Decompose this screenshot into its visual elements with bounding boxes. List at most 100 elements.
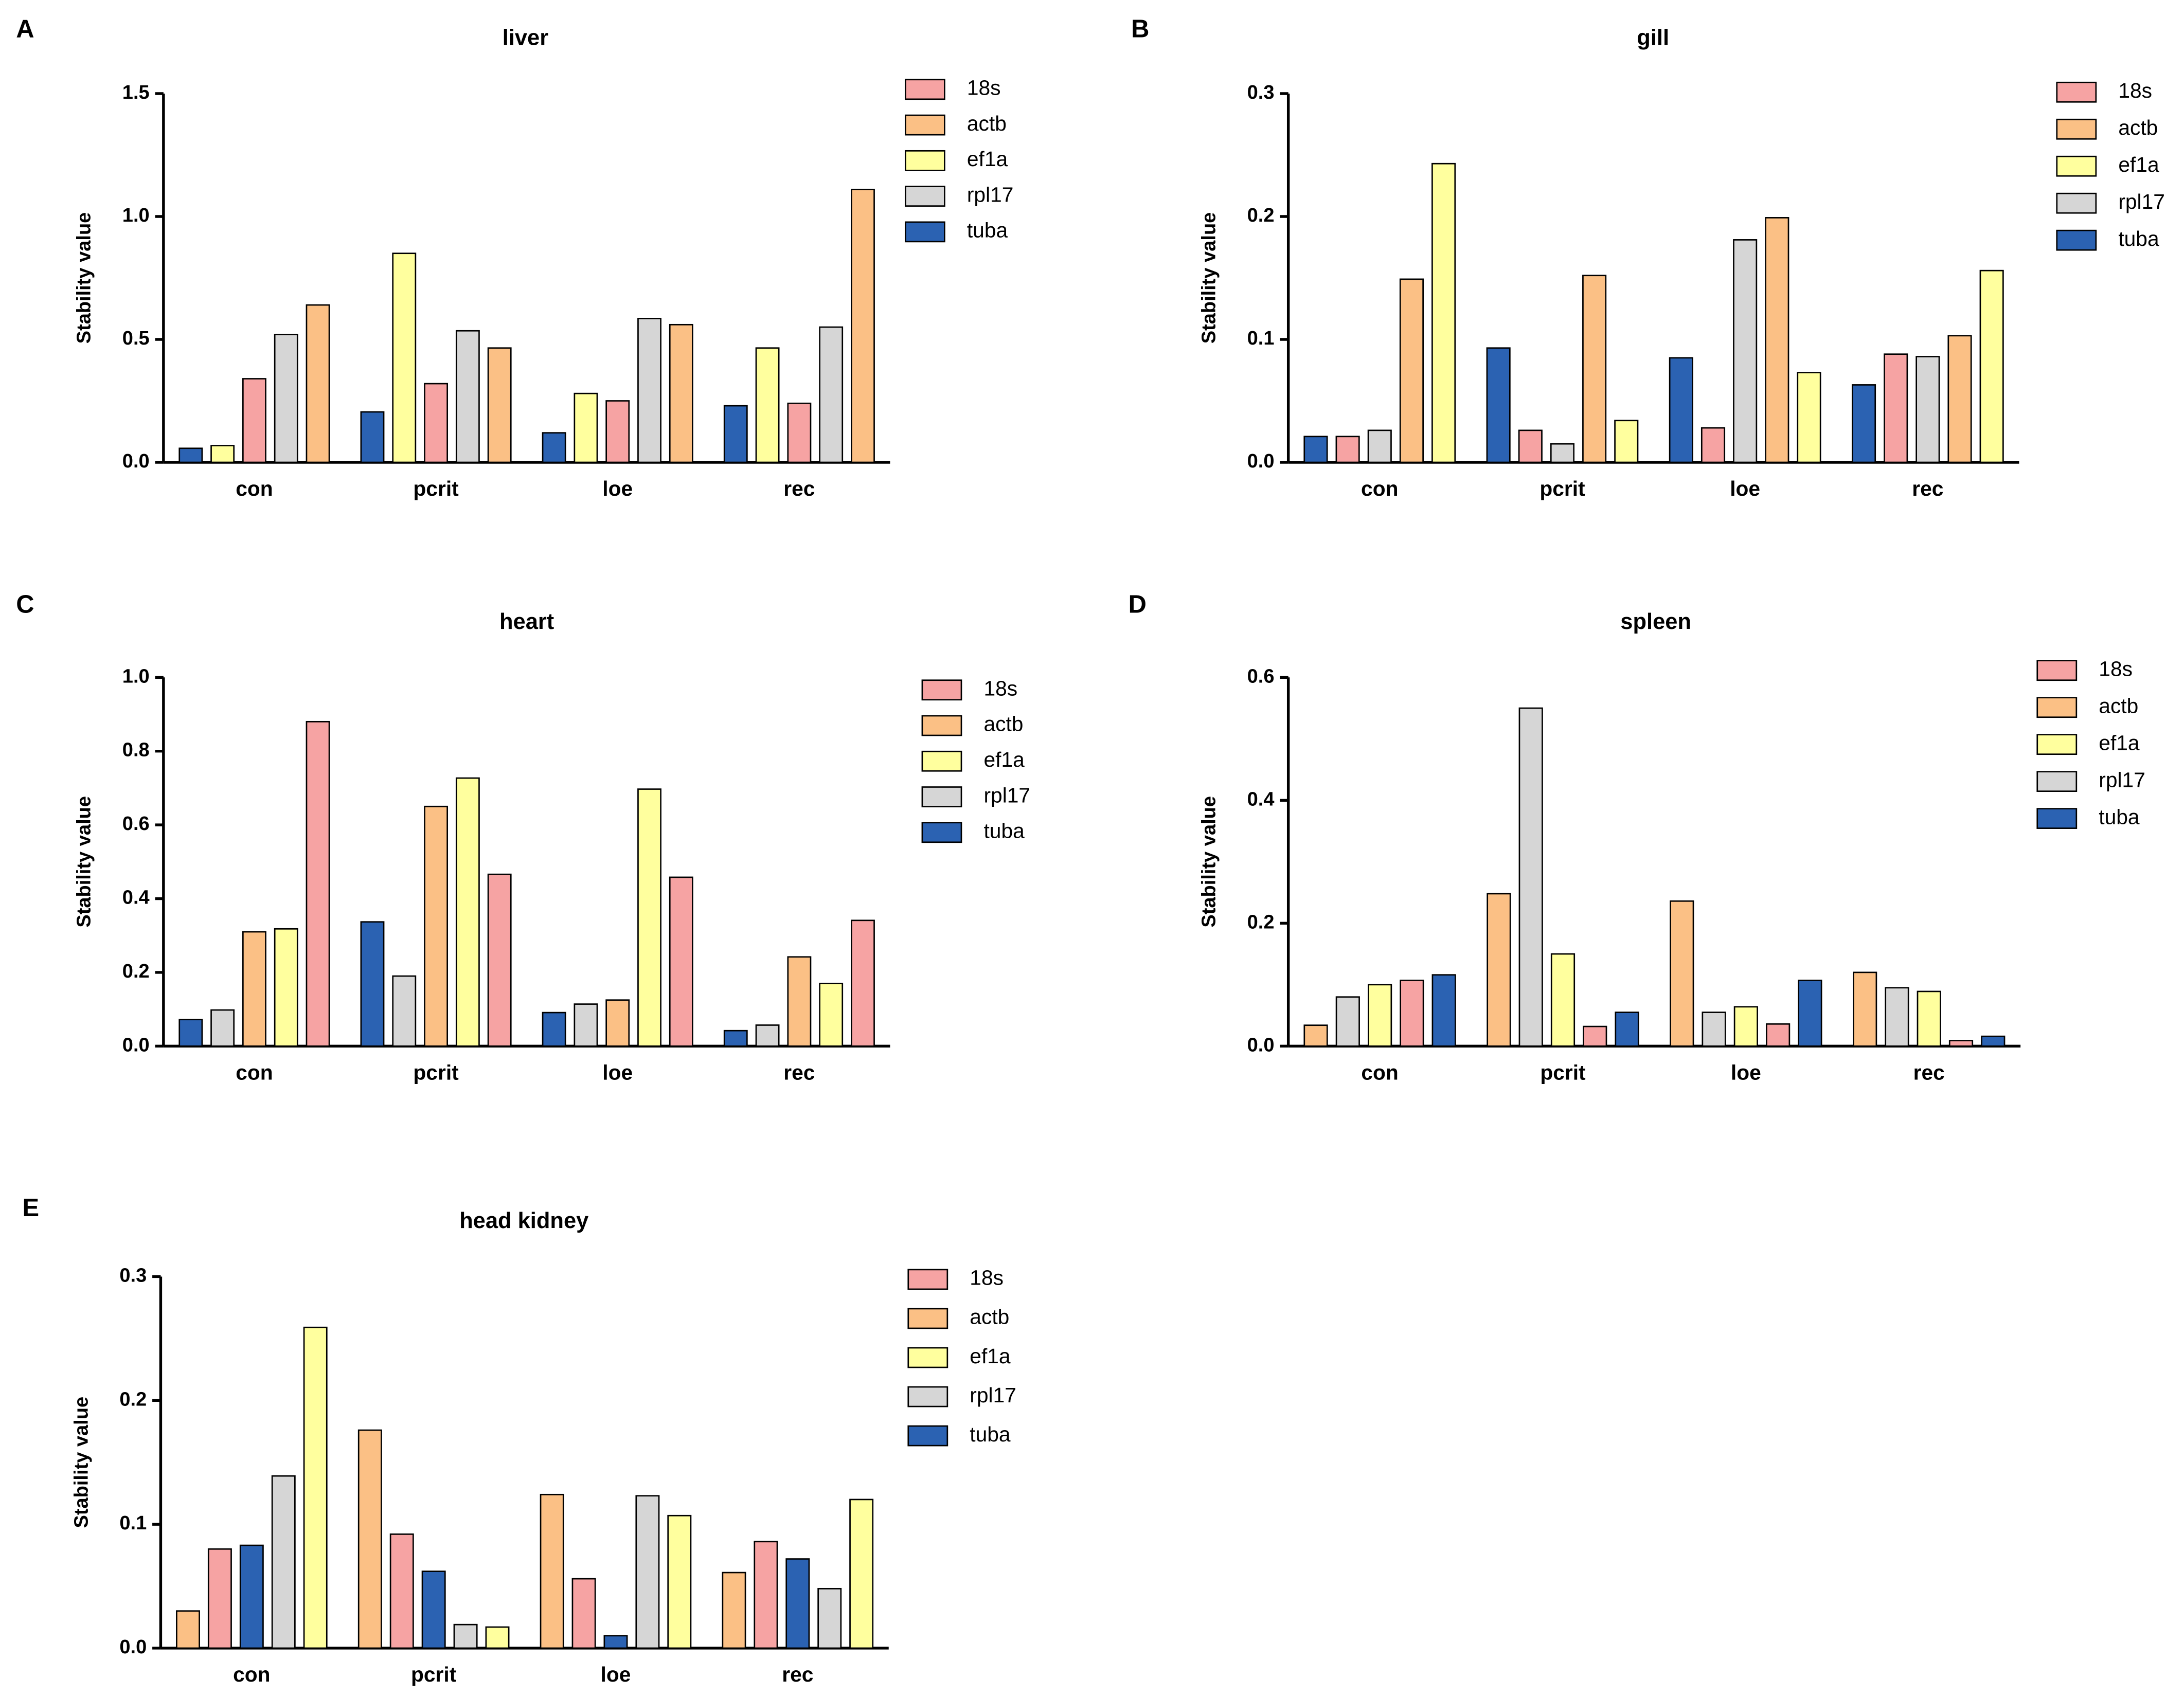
legend-swatch <box>2056 155 2097 177</box>
bar <box>392 252 417 463</box>
legend-label: rpl17 <box>983 783 1030 807</box>
chart-title: liver <box>503 26 548 50</box>
bar <box>242 931 266 1047</box>
bar <box>274 928 298 1047</box>
bar <box>574 392 598 463</box>
legend-label: ef1a <box>983 748 1025 771</box>
x-tick-label: pcrit <box>413 477 459 500</box>
x-tick-label: con <box>1361 1060 1398 1084</box>
bar <box>455 777 480 1047</box>
bar <box>1335 996 1360 1047</box>
y-tick-label: 1.5 <box>122 82 150 103</box>
bar <box>306 304 330 463</box>
panel-letter: E <box>22 1194 39 1222</box>
bar <box>851 189 875 463</box>
legend-label: tuba <box>967 219 1008 242</box>
legend-label: tuba <box>970 1422 1011 1446</box>
panel-letter: D <box>1129 591 1147 619</box>
y-tick-label: 0.5 <box>122 328 150 349</box>
bar <box>723 1030 748 1047</box>
bar <box>849 1499 874 1649</box>
bar <box>360 921 385 1047</box>
bar <box>487 873 512 1047</box>
bar <box>851 919 875 1047</box>
legend-swatch <box>907 1269 948 1290</box>
legend-swatch <box>2036 660 2078 681</box>
bar <box>210 445 235 463</box>
legend-swatch <box>904 221 945 243</box>
y-tick-label: 0.2 <box>1247 911 1275 933</box>
bar <box>1917 990 1941 1047</box>
y-axis-label: Stability value <box>74 212 95 344</box>
bar <box>178 1019 203 1047</box>
bar <box>1583 1025 1607 1047</box>
bar <box>1884 353 1908 463</box>
legend-swatch <box>921 750 962 772</box>
bar <box>1885 987 1909 1047</box>
x-tick-label: rec <box>1913 1060 1945 1084</box>
bar <box>571 1578 596 1649</box>
legend-label: rpl17 <box>2099 768 2145 791</box>
y-axis-label: Stability value <box>74 796 95 928</box>
y-tick-label: 0.8 <box>122 739 150 761</box>
y-tick-label: 0.1 <box>119 1512 147 1534</box>
y-tick-label: 0.6 <box>122 813 150 835</box>
y-tick-label: 0.3 <box>1247 82 1275 103</box>
bar <box>1550 953 1576 1047</box>
x-tick-label: loe <box>602 1060 633 1084</box>
bar <box>1733 239 1758 463</box>
legend-swatch <box>2036 734 2078 755</box>
x-tick-label: rec <box>783 1060 815 1084</box>
y-tick-label: 0.0 <box>1247 450 1275 472</box>
bar <box>453 1623 478 1649</box>
panel-letter: B <box>1131 15 1149 43</box>
chart-title: spleen <box>1620 609 1691 634</box>
bar <box>637 788 661 1047</box>
x-tick-label: pcrit <box>1540 1060 1586 1084</box>
legend-label: ef1a <box>2118 153 2159 176</box>
bar <box>1733 1006 1758 1047</box>
bar <box>1367 429 1392 463</box>
y-tick-label: 0.0 <box>119 1636 147 1658</box>
x-tick-label: pcrit <box>411 1663 457 1686</box>
legend-label: ef1a <box>2099 731 2140 754</box>
bar <box>787 956 812 1047</box>
legend-label: ef1a <box>967 147 1008 171</box>
bar <box>1615 1012 1639 1047</box>
legend-label: rpl17 <box>967 183 1014 206</box>
bar <box>1399 278 1424 463</box>
chart-title: gill <box>1637 26 1669 50</box>
x-tick-label: loe <box>1731 1060 1761 1084</box>
bar <box>306 720 330 1047</box>
legend-label: actb <box>983 712 1023 736</box>
bar <box>1518 707 1543 1047</box>
legend-label: actb <box>970 1305 1009 1329</box>
bar <box>207 1548 232 1649</box>
bar <box>1550 443 1575 463</box>
bar <box>389 1533 414 1649</box>
bar <box>603 1635 628 1649</box>
x-tick-label: rec <box>783 477 815 500</box>
y-axis-label: Stability value <box>1198 212 1220 344</box>
y-tick-label: 0.0 <box>122 450 150 472</box>
legend-swatch <box>904 114 945 136</box>
legend-label: actb <box>967 112 1007 135</box>
bar <box>1851 384 1876 463</box>
x-tick-label: con <box>233 1663 270 1686</box>
bar <box>1702 1012 1726 1047</box>
bar <box>755 1024 780 1047</box>
bar <box>1670 900 1694 1047</box>
bar <box>271 1475 296 1649</box>
x-tick-label: loe <box>1730 477 1760 500</box>
x-tick-label: rec <box>782 1663 813 1686</box>
legend-swatch <box>921 786 962 807</box>
y-tick-label: 1.0 <box>122 665 150 687</box>
bar <box>1798 980 1822 1047</box>
bar <box>542 432 566 463</box>
bar <box>455 330 480 463</box>
y-tick-label: 0.4 <box>1247 788 1275 810</box>
bar <box>1700 427 1726 463</box>
legend-swatch <box>921 822 962 843</box>
bar <box>424 383 449 463</box>
x-tick-label: loe <box>602 477 633 500</box>
